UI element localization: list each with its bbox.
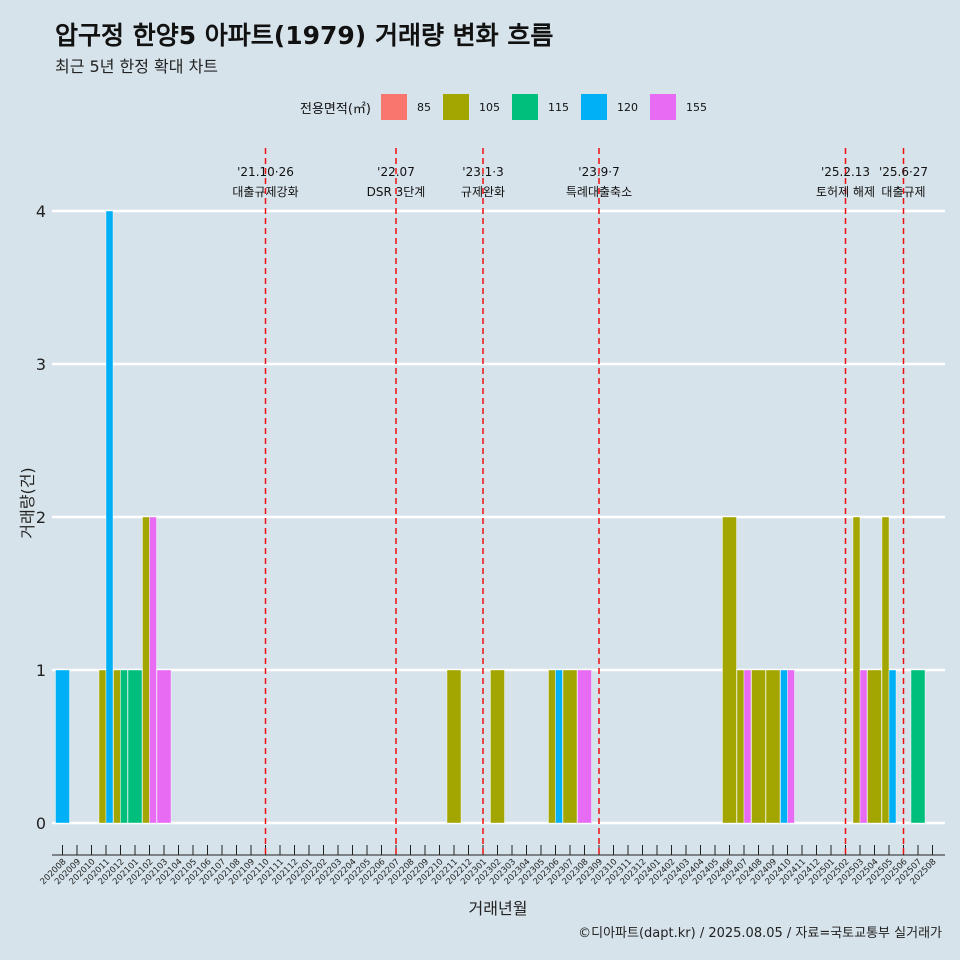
bar — [736, 669, 745, 824]
legend-swatch — [649, 94, 676, 120]
legend-title: 전용면적(㎡) — [300, 101, 371, 117]
bar — [751, 669, 766, 824]
x-axis-title: 거래년월 — [469, 899, 528, 918]
bar — [722, 516, 737, 824]
legend-item-85: 85 — [380, 94, 431, 120]
event-label: 토허제 해제 — [816, 185, 875, 199]
legend-swatch — [511, 94, 538, 120]
bar — [105, 210, 114, 824]
bar — [910, 669, 926, 824]
bar — [548, 669, 556, 824]
legend-label: 120 — [616, 100, 638, 114]
bar — [867, 669, 882, 824]
event-date: '23.1·3 — [462, 165, 503, 179]
y-tick-label: 3 — [36, 355, 46, 374]
bar — [765, 669, 781, 824]
y-axis-title: 거래량(건) — [18, 467, 37, 538]
bar — [743, 669, 752, 824]
event-label: 특례대출축소 — [566, 185, 632, 199]
legend-swatch — [442, 94, 469, 120]
bar — [852, 516, 861, 824]
event-date: '22.07 — [377, 165, 415, 179]
event-date: '21.10·26 — [237, 165, 294, 179]
bar — [55, 669, 70, 824]
bar — [113, 669, 121, 824]
bar — [149, 516, 157, 824]
bar — [888, 669, 897, 824]
bar — [555, 669, 563, 824]
legend-label: 105 — [478, 100, 500, 114]
legend-swatch — [580, 94, 607, 120]
y-tick-label: 2 — [36, 508, 46, 527]
bar — [490, 669, 505, 824]
bar — [859, 669, 868, 824]
event-label: 대출규제 — [881, 185, 925, 199]
legend-label: 85 — [416, 100, 431, 114]
bar — [562, 669, 578, 824]
event-date: '25.6·27 — [879, 165, 928, 179]
bar — [577, 669, 592, 824]
bar — [446, 669, 462, 824]
event-label: DSR 3단계 — [367, 185, 426, 199]
legend-item-105: 105 — [442, 94, 500, 120]
event-label: 규제완화 — [461, 185, 505, 199]
bar — [156, 669, 172, 824]
legend-item-115: 115 — [511, 94, 569, 120]
legend-swatch — [380, 94, 407, 120]
y-tick-label: 4 — [36, 202, 46, 221]
event-date: '25.2.13 — [821, 165, 870, 179]
bar — [787, 669, 795, 824]
bar — [98, 669, 107, 824]
bar — [120, 669, 128, 824]
bar — [780, 669, 788, 824]
chart-title: 압구정 한양5 아파트(1979) 거래량 변화 흐름 — [55, 21, 554, 50]
legend-item-120: 120 — [580, 94, 638, 120]
y-tick-label: 1 — [36, 661, 46, 680]
bar — [127, 669, 143, 824]
event-date: '23.9·7 — [578, 165, 619, 179]
bar — [142, 516, 150, 824]
bar — [881, 516, 890, 824]
event-label: 대출규제강화 — [232, 185, 298, 199]
source-caption: ©디아파트(dapt.kr) / 2025.08.05 / 자료=국토교통부 실… — [578, 926, 942, 941]
y-tick-label: 0 — [36, 814, 46, 833]
legend-label: 155 — [685, 100, 707, 114]
legend: 전용면적(㎡) 85 105 115 120 155 — [300, 93, 719, 121]
chart-subtitle: 최근 5년 한정 확대 차트 — [55, 57, 219, 76]
legend-label: 115 — [547, 100, 569, 114]
legend-item-155: 155 — [649, 94, 707, 120]
